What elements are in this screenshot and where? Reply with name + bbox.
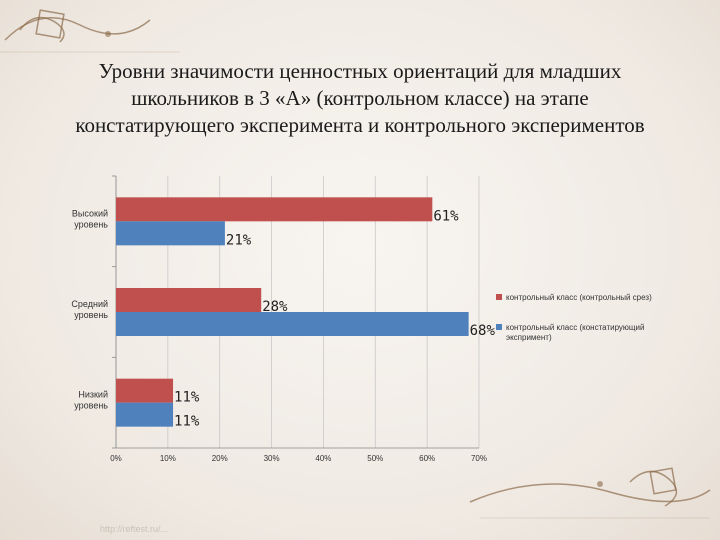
legend-label: контрольный класс (контрольный срез) xyxy=(506,293,652,302)
legend-swatch xyxy=(496,294,502,300)
bar xyxy=(116,221,225,246)
category-label: Низкий уровень xyxy=(74,390,108,411)
top-left-ornament xyxy=(0,9,180,53)
bar xyxy=(116,288,262,312)
slide-title: Уровни значимости ценностных ориентаций … xyxy=(20,58,700,139)
data-label: 61% xyxy=(433,208,459,224)
bar xyxy=(116,197,433,222)
x-tick-label: 70% xyxy=(471,454,487,463)
title-line-2: школьников в 3 «А» (контрольном классе) … xyxy=(131,86,589,110)
bottom-right-ornament xyxy=(469,467,711,519)
title-line-3: констатирующего эксперимента и контрольн… xyxy=(75,113,645,137)
data-label: 21% xyxy=(226,232,252,248)
category-label: Средний уровень xyxy=(71,299,108,320)
legend-swatch xyxy=(496,324,502,330)
data-label: 28% xyxy=(262,299,288,315)
x-tick-label: 10% xyxy=(160,454,176,463)
x-tick-label: 40% xyxy=(315,454,331,463)
footer-url: http://reftest.ru/... xyxy=(100,524,169,534)
data-label: 11% xyxy=(174,414,200,430)
x-tick-label: 20% xyxy=(212,454,228,463)
bar xyxy=(116,402,174,427)
bar xyxy=(116,378,174,403)
x-tick-label: 30% xyxy=(264,454,280,463)
x-tick-label: 60% xyxy=(419,454,435,463)
x-tick-label: 50% xyxy=(367,454,383,463)
data-label: 11% xyxy=(174,390,200,406)
data-label: 68% xyxy=(470,323,496,339)
category-label: Высокий уровень xyxy=(72,208,108,229)
bar xyxy=(116,312,469,336)
x-tick-label: 0% xyxy=(110,454,122,463)
title-line-1: Уровни значимости ценностных ориентаций … xyxy=(98,59,622,83)
legend-label: контрольный класс (констатирующий эксприм… xyxy=(506,323,644,342)
